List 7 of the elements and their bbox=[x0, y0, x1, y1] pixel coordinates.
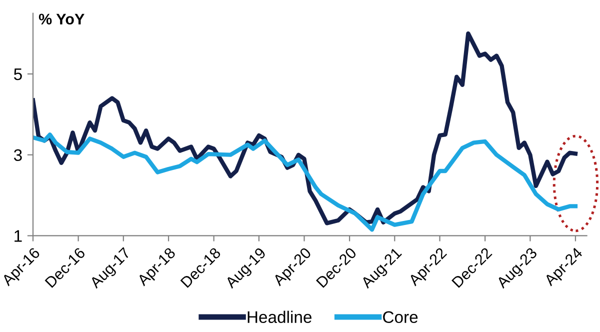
line-series bbox=[33, 132, 578, 232]
y-tick-label: 5 bbox=[14, 68, 22, 80]
y-tick-label: 3 bbox=[14, 149, 22, 162]
legend-label: Headline bbox=[248, 310, 312, 324]
y-tick-label: 1 bbox=[14, 230, 22, 242]
legend-label: Core bbox=[383, 311, 418, 324]
y-axis-title: % YoY bbox=[38, 14, 84, 24]
